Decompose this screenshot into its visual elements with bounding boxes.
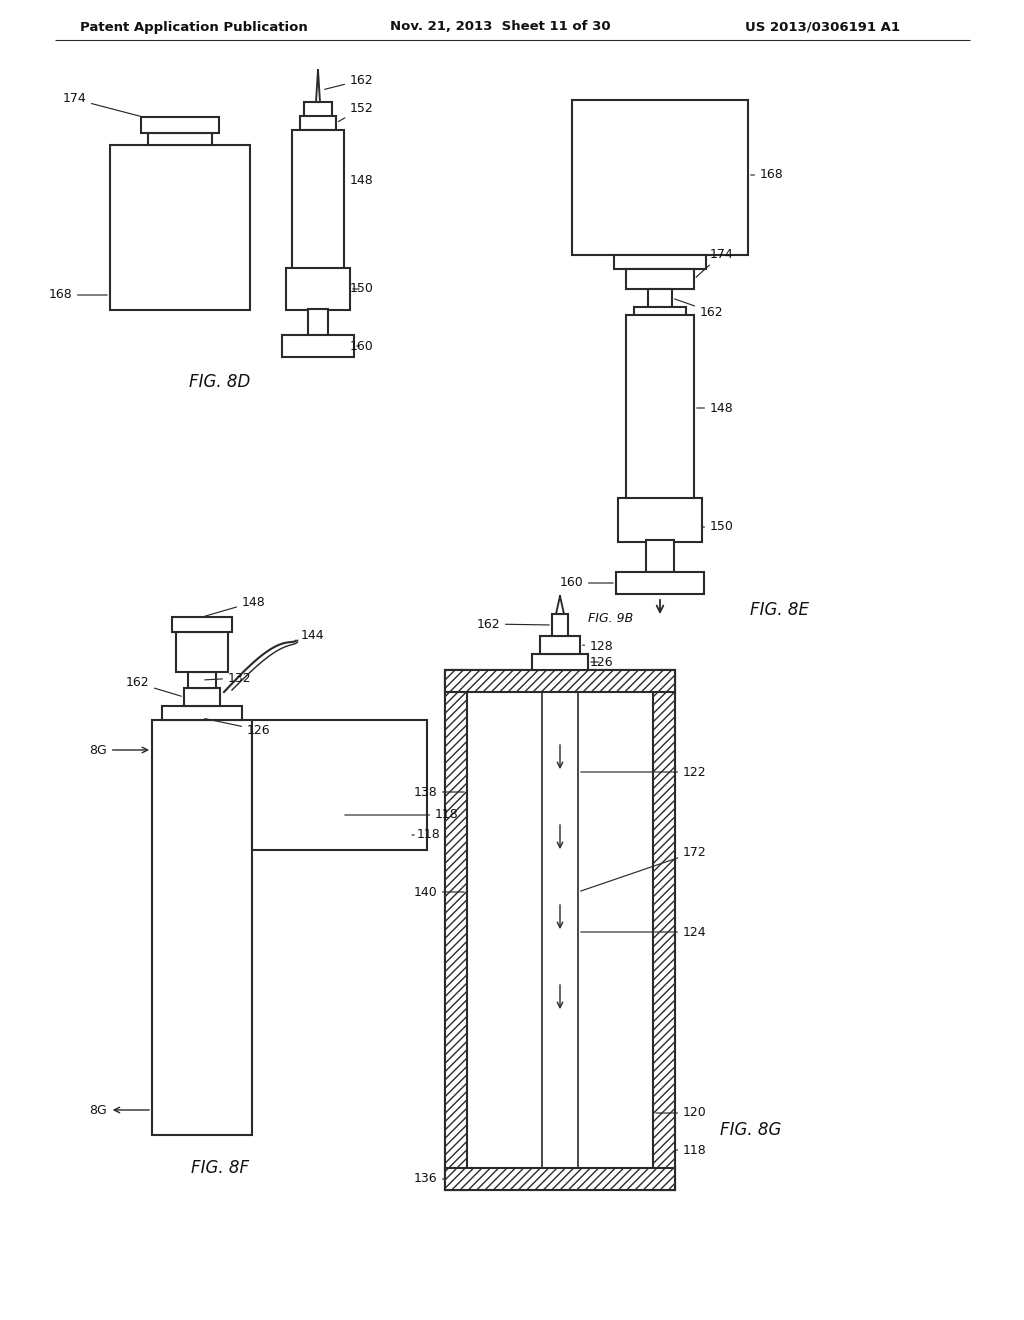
Bar bbox=[300, 116, 336, 129]
Bar bbox=[304, 102, 332, 117]
Bar bbox=[176, 632, 228, 672]
Bar bbox=[532, 653, 588, 671]
Bar bbox=[445, 671, 467, 1191]
Bar bbox=[252, 719, 427, 850]
Bar bbox=[188, 672, 216, 688]
Text: 148: 148 bbox=[344, 173, 374, 186]
Bar bbox=[648, 289, 672, 308]
Bar bbox=[445, 671, 675, 692]
Text: 126: 126 bbox=[590, 656, 613, 668]
Text: 122: 122 bbox=[581, 766, 707, 779]
Text: 8G: 8G bbox=[89, 1104, 150, 1117]
Text: 148: 148 bbox=[205, 595, 266, 616]
Text: 118: 118 bbox=[345, 808, 459, 821]
Text: US 2013/0306191 A1: US 2013/0306191 A1 bbox=[745, 21, 900, 33]
Text: 118: 118 bbox=[412, 829, 440, 842]
Bar bbox=[653, 671, 675, 1191]
Bar bbox=[141, 117, 219, 133]
Text: FIG. 9B: FIG. 9B bbox=[588, 611, 633, 624]
Text: Patent Application Publication: Patent Application Publication bbox=[80, 21, 308, 33]
Bar bbox=[626, 315, 694, 500]
Text: 162: 162 bbox=[325, 74, 374, 90]
Text: 168: 168 bbox=[751, 169, 783, 181]
Text: FIG. 8E: FIG. 8E bbox=[751, 601, 810, 619]
Bar bbox=[634, 308, 686, 327]
Text: 150: 150 bbox=[350, 282, 374, 296]
Text: 138: 138 bbox=[414, 785, 464, 799]
Text: 162: 162 bbox=[675, 298, 724, 318]
Text: 160: 160 bbox=[350, 339, 374, 352]
Text: 162: 162 bbox=[125, 676, 181, 696]
Text: 128: 128 bbox=[583, 639, 613, 652]
Bar bbox=[445, 1168, 675, 1191]
Text: 162: 162 bbox=[476, 618, 549, 631]
Text: FIG. 8G: FIG. 8G bbox=[720, 1121, 781, 1139]
Text: 132: 132 bbox=[205, 672, 252, 685]
Bar bbox=[445, 671, 675, 1191]
Bar bbox=[282, 335, 354, 356]
Text: 124: 124 bbox=[581, 925, 707, 939]
Bar bbox=[172, 616, 232, 632]
Bar bbox=[110, 145, 250, 310]
Text: 144: 144 bbox=[296, 630, 325, 643]
Text: 120: 120 bbox=[655, 1106, 707, 1119]
Bar bbox=[308, 309, 328, 335]
Text: 8G: 8G bbox=[89, 743, 147, 756]
Text: 150: 150 bbox=[702, 520, 734, 533]
Bar bbox=[572, 100, 748, 255]
Bar bbox=[552, 614, 568, 636]
Text: FIG. 8F: FIG. 8F bbox=[190, 1159, 249, 1177]
Text: 168: 168 bbox=[48, 289, 108, 301]
Text: 152: 152 bbox=[338, 102, 374, 121]
Text: FIG. 8D: FIG. 8D bbox=[189, 374, 251, 391]
Bar bbox=[148, 133, 212, 145]
Text: 160: 160 bbox=[559, 577, 613, 590]
Bar bbox=[626, 269, 694, 289]
Bar bbox=[614, 255, 706, 269]
Text: 172: 172 bbox=[581, 846, 707, 891]
Text: Nov. 21, 2013  Sheet 11 of 30: Nov. 21, 2013 Sheet 11 of 30 bbox=[390, 21, 610, 33]
Text: 174: 174 bbox=[62, 92, 140, 116]
Bar bbox=[184, 688, 220, 706]
Bar bbox=[292, 129, 344, 271]
Bar bbox=[540, 636, 580, 653]
Bar bbox=[616, 572, 705, 594]
Text: 148: 148 bbox=[696, 401, 734, 414]
Bar bbox=[618, 498, 702, 543]
Text: 118: 118 bbox=[675, 1143, 707, 1156]
Bar bbox=[162, 706, 242, 719]
Text: 140: 140 bbox=[414, 886, 464, 899]
Bar bbox=[646, 540, 674, 572]
Bar bbox=[286, 268, 350, 310]
Text: 126: 126 bbox=[205, 718, 270, 737]
Bar bbox=[152, 719, 252, 1135]
Text: 174: 174 bbox=[696, 248, 734, 277]
Text: 136: 136 bbox=[414, 1172, 445, 1185]
